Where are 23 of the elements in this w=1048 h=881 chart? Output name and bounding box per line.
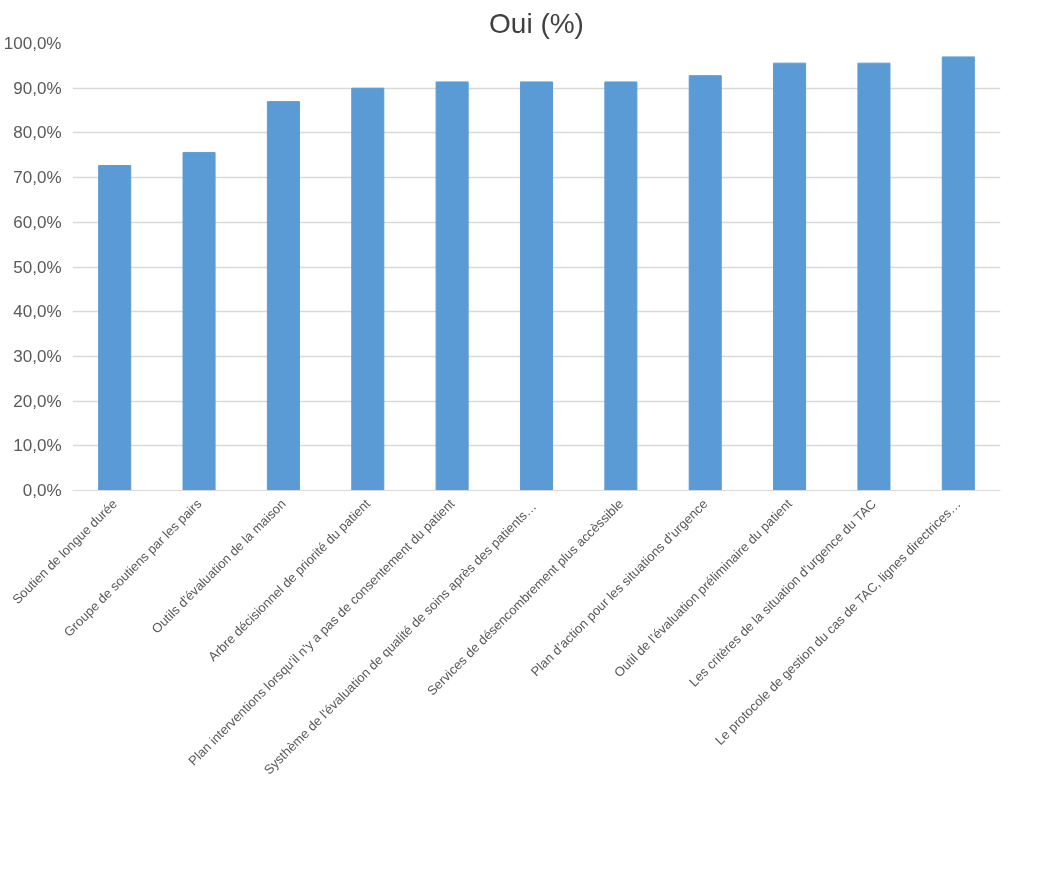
y-tick-label: 30,0% [13, 346, 62, 366]
y-tick-label: 60,0% [13, 212, 62, 232]
y-tick-label: 80,0% [13, 123, 62, 143]
bar [266, 101, 300, 491]
chart-title: Oui (%) [489, 7, 584, 39]
y-tick-label: 70,0% [13, 168, 62, 188]
y-tick-label: 0,0% [22, 481, 62, 500]
bar [688, 75, 722, 491]
bar [773, 62, 807, 491]
bar [98, 165, 132, 491]
bar [435, 81, 469, 491]
y-tick-label: 100,0% [3, 34, 62, 53]
bar [519, 81, 554, 491]
y-tick-label: 10,0% [13, 436, 62, 456]
bar [857, 62, 891, 491]
bar [182, 152, 216, 491]
y-tick-label: 50,0% [13, 257, 62, 277]
bar [941, 56, 975, 491]
bar [604, 81, 638, 491]
bar [351, 87, 385, 491]
y-tick-label: 40,0% [13, 302, 62, 322]
y-tick-label: 20,0% [13, 391, 62, 411]
y-tick-label: 90,0% [13, 78, 62, 98]
